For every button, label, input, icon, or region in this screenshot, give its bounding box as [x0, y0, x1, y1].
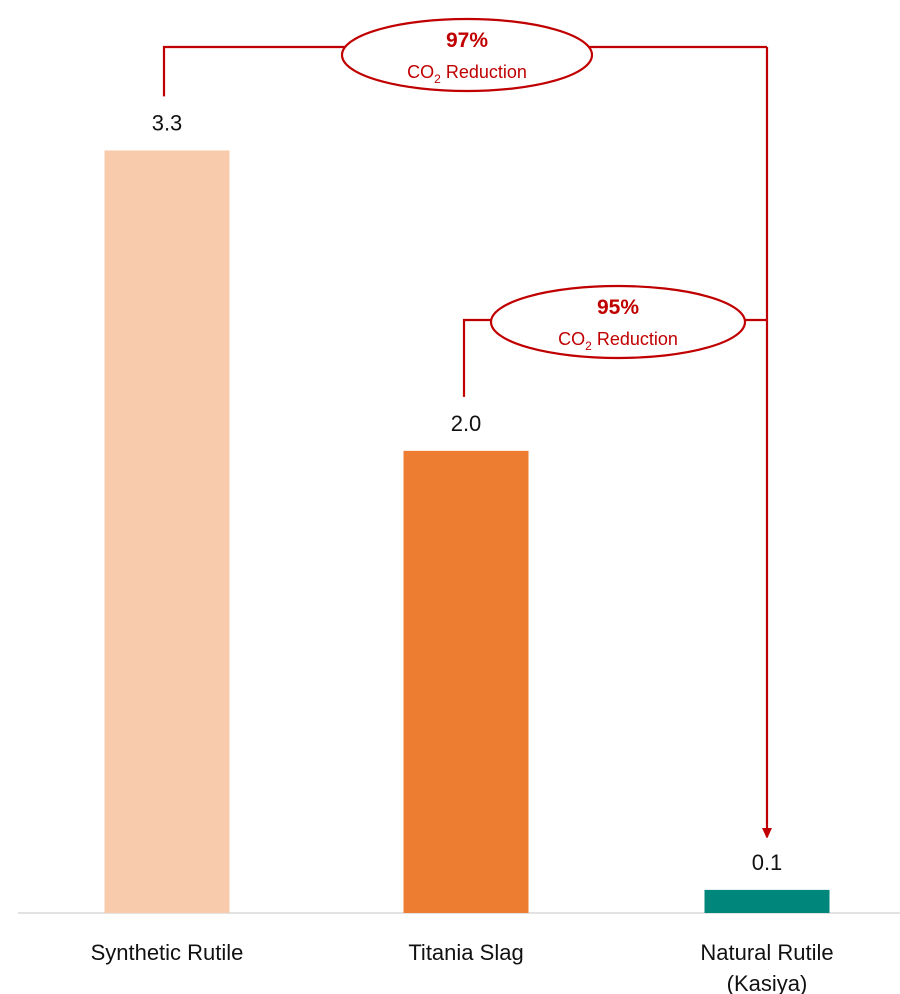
bar-synthetic-rutile	[104, 150, 230, 913]
bar-titania-slag	[403, 450, 529, 913]
annotation-97-ellipse	[340, 17, 594, 93]
annotation-97-percent: 97%	[446, 29, 488, 52]
value-label-titania-slag: 2.0	[451, 411, 482, 436]
category-label-natural-rutile: Natural Rutile (Kasiya)	[700, 940, 833, 994]
annotation-97-note: CO2 Reduction	[407, 62, 527, 86]
value-label-natural-rutile: 0.1	[752, 850, 783, 875]
bar-natural-rutile	[704, 889, 830, 913]
annotation-95-ellipse	[489, 284, 747, 360]
category-label-titania-slag: Titania Slag	[408, 940, 523, 965]
annotation-95-note: CO2 Reduction	[558, 329, 678, 353]
annotation-95-percent: 95%	[597, 296, 639, 319]
value-label-synthetic-rutile: 3.3	[152, 110, 183, 135]
category-label-synthetic-rutile: Synthetic Rutile	[91, 940, 244, 965]
